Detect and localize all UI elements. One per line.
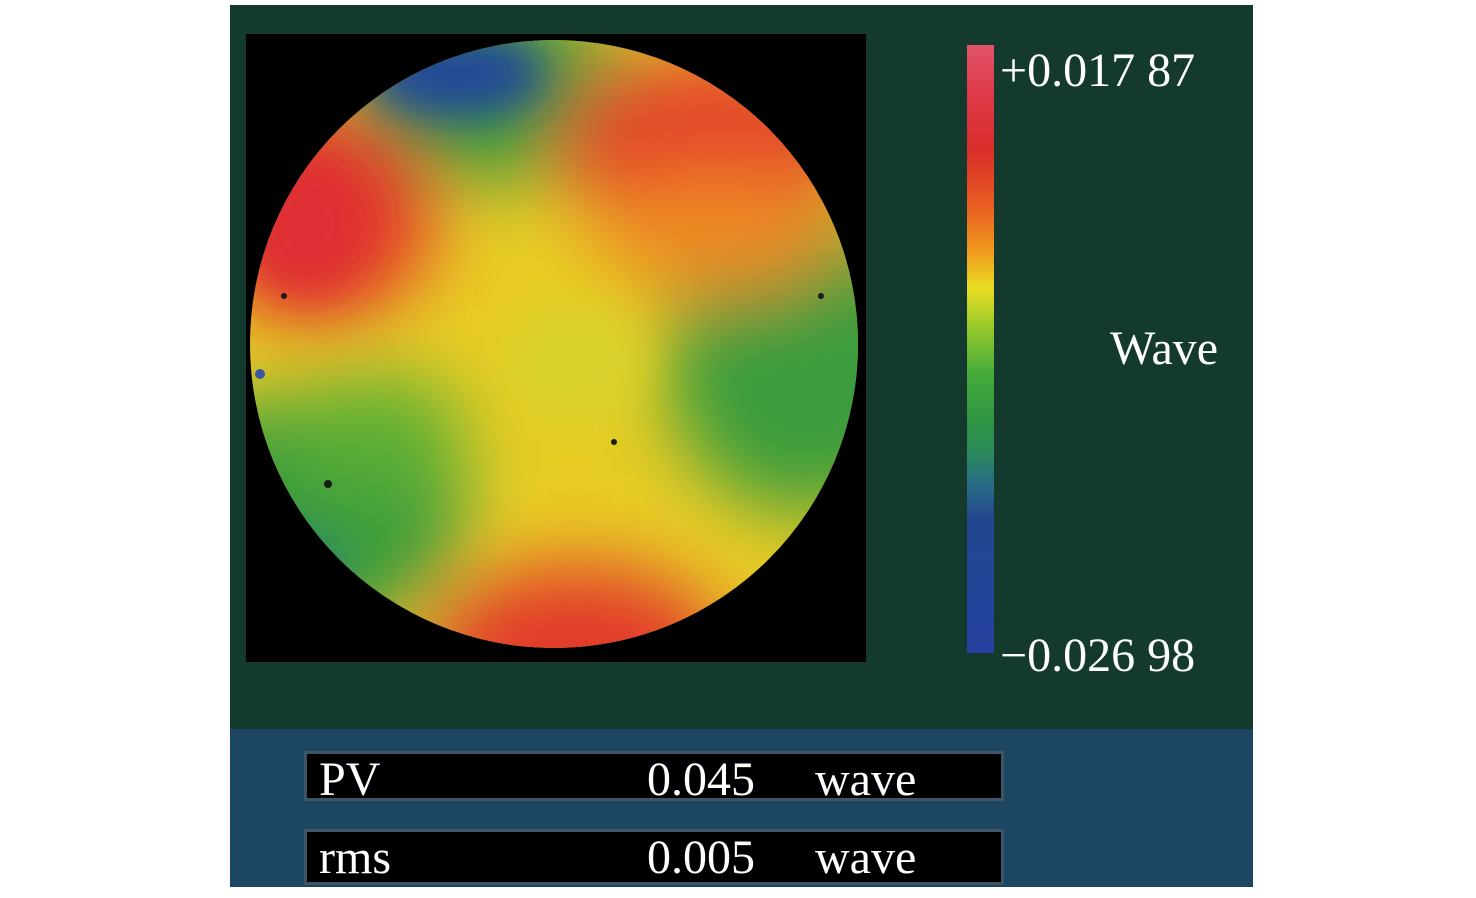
wavefront-map [246, 34, 866, 662]
rms-value: 0.005 [647, 831, 755, 884]
pv-unit: wave [815, 753, 917, 806]
rms-unit: wave [815, 831, 917, 884]
wavefront-surface-plot [250, 40, 858, 648]
pv-value: 0.045 [647, 753, 755, 806]
scale-unit-label: Wave [1110, 322, 1219, 375]
pv-label: PV [319, 753, 381, 806]
rms-readout: rms 0.005 wave [304, 829, 1004, 885]
measurement-results: PV 0.045 wave rms 0.005 wave [230, 729, 1253, 887]
color-scale-bar [967, 45, 994, 653]
scale-max-label: +0.017 87 [1000, 44, 1196, 97]
interferogram-panel: +0.017 87 −0.026 98 Wave PV 0.045 wave r… [230, 5, 1253, 887]
scale-min-label: −0.026 98 [1000, 629, 1196, 682]
rms-label: rms [319, 831, 391, 884]
pv-readout: PV 0.045 wave [304, 751, 1004, 806]
